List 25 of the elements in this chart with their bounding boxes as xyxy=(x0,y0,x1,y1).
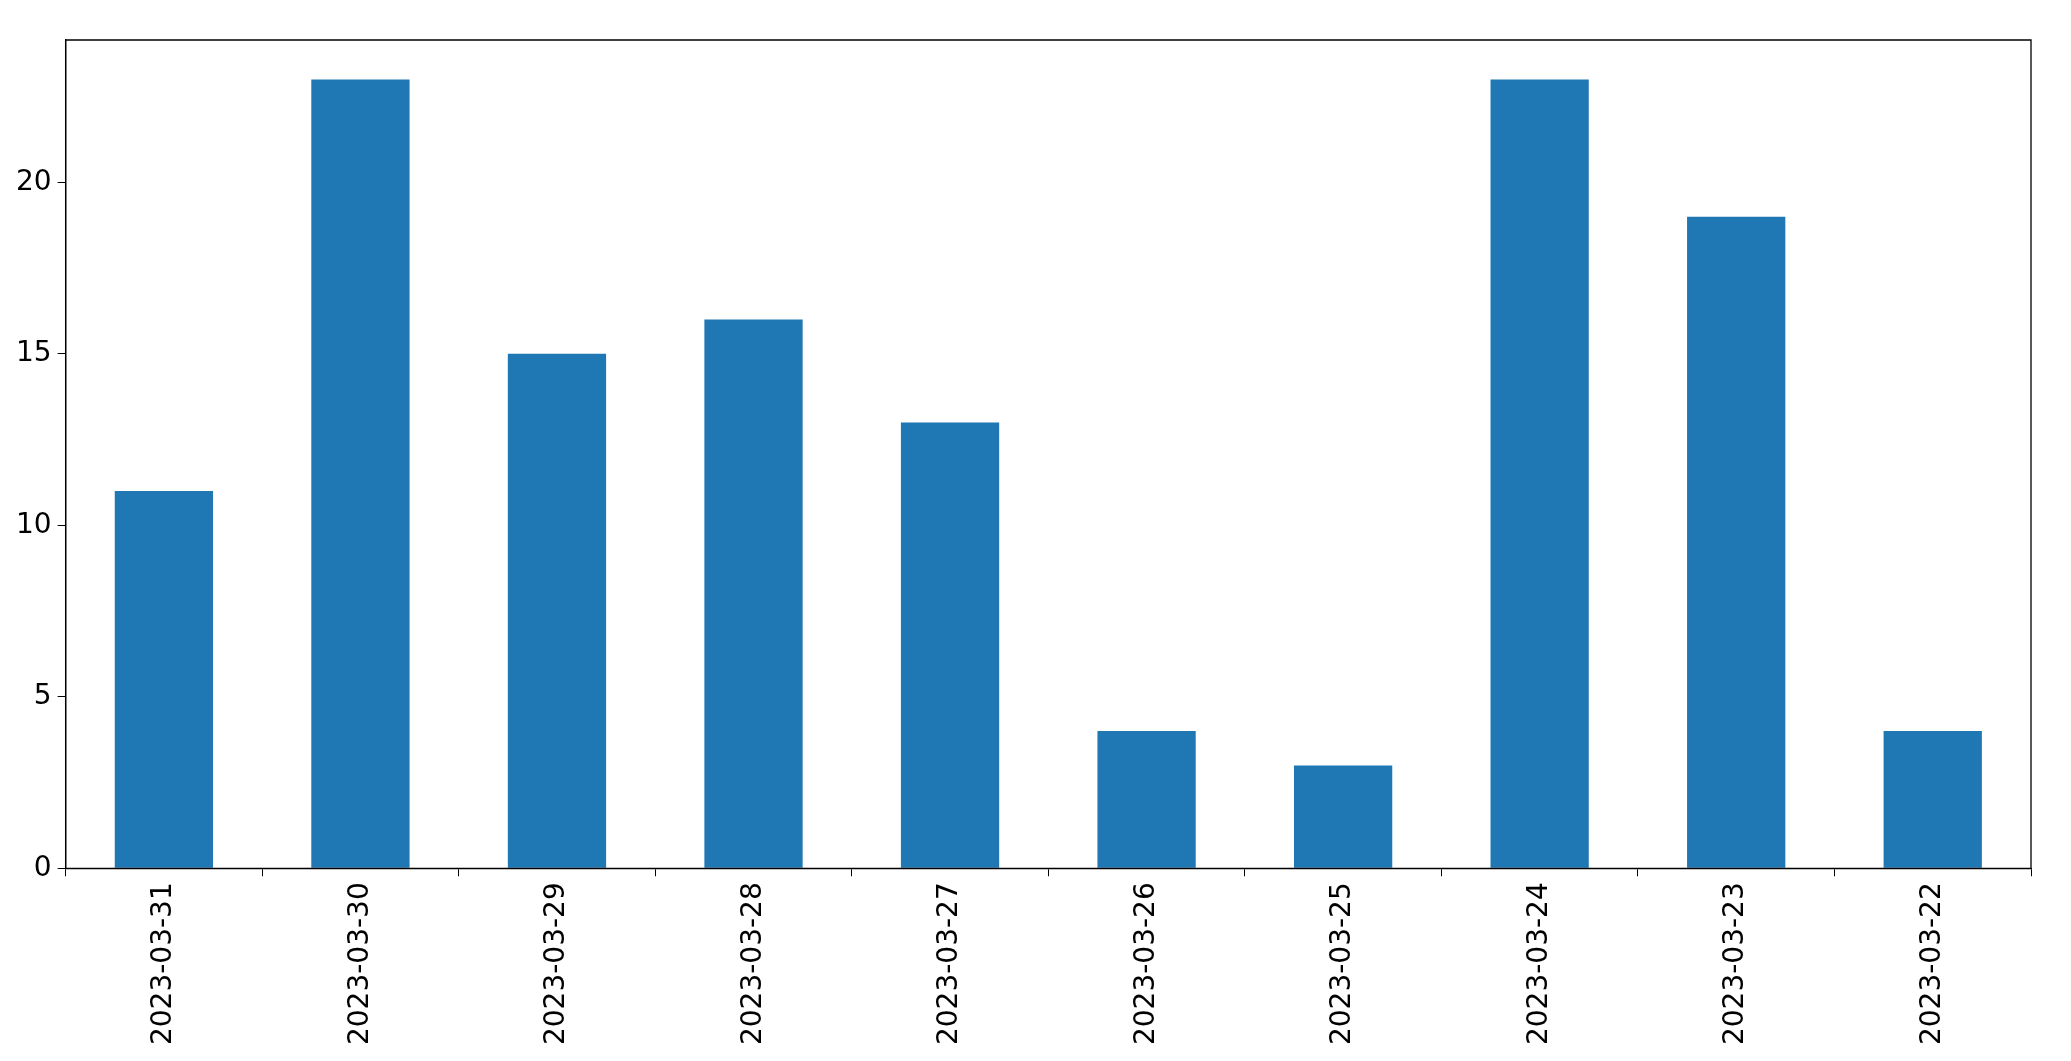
y-tick-label: 20 xyxy=(15,163,52,197)
x-tick-label: 2023-03-28 xyxy=(734,882,768,1046)
bar xyxy=(114,491,214,868)
y-tick-label: 15 xyxy=(15,335,52,369)
y-tick-label: 10 xyxy=(15,506,52,540)
x-tick-label: 2023-03-23 xyxy=(1717,882,1751,1046)
x-tick-label: 2023-03-22 xyxy=(1914,882,1948,1046)
bar xyxy=(1490,79,1589,868)
x-tick-label: 2023-03-31 xyxy=(145,882,179,1046)
bar xyxy=(1687,216,1786,868)
x-tick-label: 2023-03-29 xyxy=(538,882,572,1046)
x-tick-label: 2023-03-27 xyxy=(931,882,965,1046)
x-tick-label: 2023-03-25 xyxy=(1324,882,1358,1046)
x-tick-label: 2023-03-24 xyxy=(1520,882,1554,1046)
x-tick-label: 2023-03-26 xyxy=(1127,882,1161,1046)
bar xyxy=(704,319,803,868)
y-tick-label: 5 xyxy=(33,678,52,712)
bar xyxy=(1097,731,1196,868)
x-tick-label: 2023-03-30 xyxy=(341,882,375,1046)
bar xyxy=(900,422,1000,868)
bar xyxy=(311,79,410,868)
bar xyxy=(507,353,607,868)
y-tick-label: 0 xyxy=(33,849,52,883)
bar xyxy=(1883,731,1982,868)
bar xyxy=(1293,765,1393,868)
